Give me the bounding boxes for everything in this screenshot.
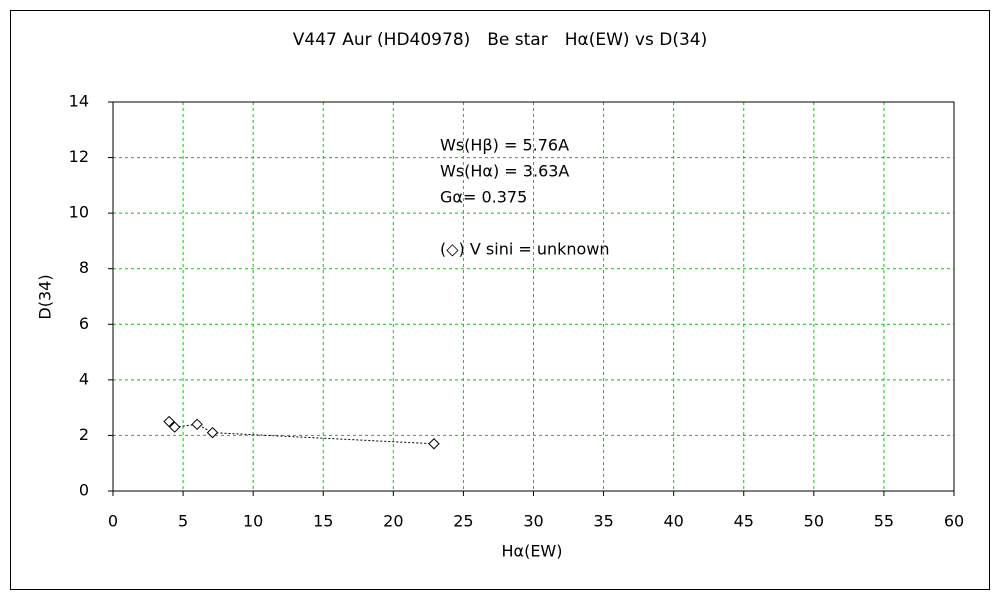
x-tick-label: 25: [453, 512, 473, 531]
x-tick-label: 5: [178, 512, 188, 531]
annotation: Ws(Hβ) = 5.76A: [440, 136, 569, 155]
annotation: Ws(Hα) = 3.63A: [440, 162, 569, 181]
x-tick-label: 15: [313, 512, 333, 531]
marker: [163, 415, 175, 428]
y-tick-label: 10: [69, 203, 89, 222]
y-tick-label: 8: [79, 258, 89, 277]
marker: [428, 438, 440, 450]
annotation: (◇) V sini = unknown: [440, 240, 610, 259]
annotation: Gα= 0.375: [440, 188, 527, 207]
y-tick-label: 4: [79, 369, 89, 388]
x-tick-label: 45: [734, 512, 754, 531]
x-tick-label: 30: [523, 512, 543, 531]
x-axis-label: Hα(EW): [502, 542, 563, 561]
y-tick-label: 6: [79, 314, 89, 333]
x-tick-label: 55: [874, 512, 894, 531]
y-tick-label: 12: [69, 147, 89, 166]
chart-frame: [10, 10, 990, 590]
marker: [191, 418, 203, 431]
y-tick-label: 2: [79, 425, 89, 444]
x-tick-label: 60: [944, 512, 964, 531]
y-axis-label: D(34): [36, 274, 55, 319]
plot-area: [112, 101, 955, 492]
x-tick-label: 0: [108, 512, 118, 531]
x-tick-label: 40: [663, 512, 683, 531]
marker: [206, 426, 219, 439]
y-tick-label: 14: [69, 92, 89, 111]
marker: [168, 421, 181, 433]
chart-title: V447 Aur (HD40978) Be star Hα(EW) vs D(3…: [293, 30, 707, 50]
y-tick-label: 0: [79, 481, 89, 500]
x-tick-label: 10: [243, 512, 263, 531]
x-tick-label: 20: [383, 512, 403, 531]
x-tick-label: 35: [593, 512, 613, 531]
x-tick-label: 50: [804, 512, 824, 531]
